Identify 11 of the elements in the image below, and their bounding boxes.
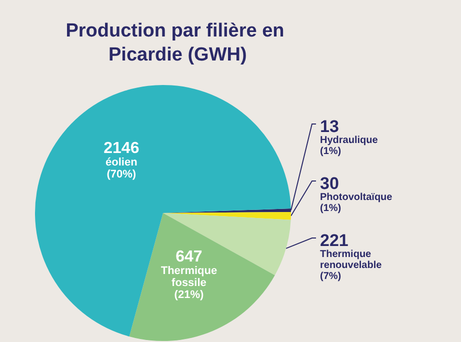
data-label: 13: [320, 117, 339, 136]
slice-label: Photovoltaïque (1%): [320, 192, 393, 214]
slice-label: Thermique fossile (21%): [160, 264, 218, 301]
data-label: 30: [320, 174, 339, 193]
data-label: 221: [320, 231, 348, 250]
slice-label: éolien (70%): [106, 156, 138, 180]
slice-label: Thermique renouvelable (7%): [320, 249, 382, 282]
chart-title: Production par filière en Picardie (GWH): [66, 20, 284, 66]
data-label: 647: [176, 248, 202, 266]
data-label: 2146: [104, 140, 140, 157]
slice-label: Hydraulique (1%): [320, 135, 378, 157]
